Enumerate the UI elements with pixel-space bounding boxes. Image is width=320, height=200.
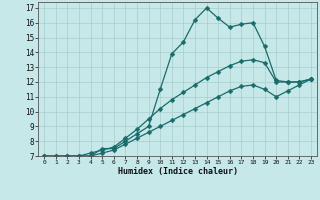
X-axis label: Humidex (Indice chaleur): Humidex (Indice chaleur) bbox=[118, 167, 238, 176]
